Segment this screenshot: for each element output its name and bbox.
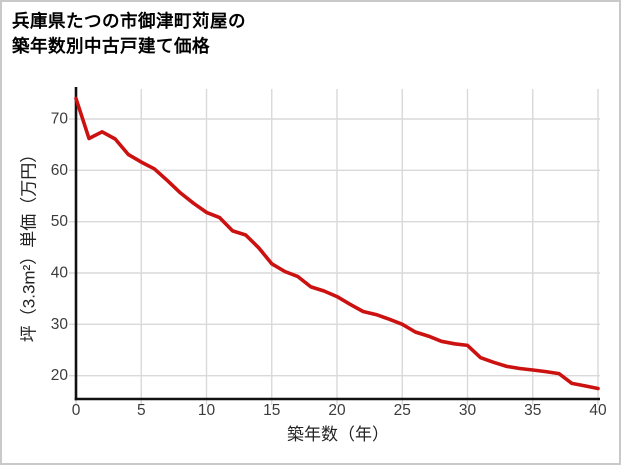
y-tick-label: 20 bbox=[51, 367, 69, 384]
x-tick-label: 40 bbox=[589, 402, 607, 419]
x-tick-label: 25 bbox=[394, 402, 411, 419]
y-tick-label: 60 bbox=[51, 162, 69, 179]
y-tick-label: 70 bbox=[51, 111, 69, 128]
price-line bbox=[74, 96, 600, 391]
x-tick-label: 10 bbox=[198, 402, 216, 419]
chart-title-line-1: 兵庫県たつの市御津町苅屋の bbox=[12, 11, 246, 31]
x-tick-label: 5 bbox=[137, 402, 146, 419]
chart-title: 兵庫県たつの市御津町苅屋の 築年数別中古戸建て価格 bbox=[12, 9, 246, 60]
y-tick-label: 40 bbox=[51, 264, 69, 281]
y-tick-label: 50 bbox=[51, 213, 69, 230]
x-tick-label: 15 bbox=[263, 402, 280, 419]
x-tick-label: 0 bbox=[72, 402, 81, 419]
x-tick-label: 30 bbox=[459, 402, 477, 419]
y-tick-label: 30 bbox=[51, 316, 69, 333]
x-axis-title: 築年数（年） bbox=[287, 425, 389, 444]
x-tick-label: 20 bbox=[328, 402, 346, 419]
y-axis-title: 坪（3.3m²）単価（万円） bbox=[20, 146, 39, 342]
chart-title-line-2: 築年数別中古戸建て価格 bbox=[12, 36, 210, 57]
x-tick-label: 35 bbox=[524, 402, 541, 419]
